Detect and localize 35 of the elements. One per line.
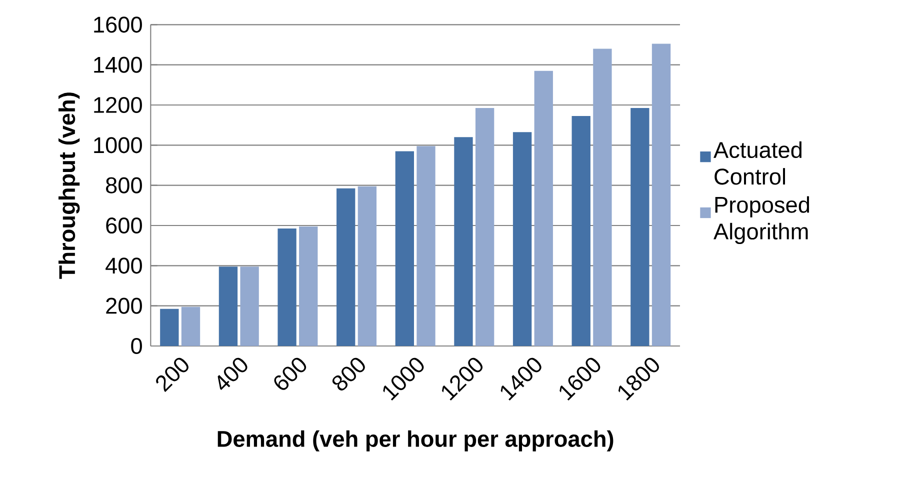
y-tick-label: 800 xyxy=(106,177,142,194)
y-axis-title: Throughput (veh) xyxy=(58,92,80,279)
bar xyxy=(454,137,473,346)
bar xyxy=(278,228,296,346)
y-tick-label: 1200 xyxy=(94,96,142,114)
x-tick-label: 200 xyxy=(156,358,188,392)
bar xyxy=(652,44,671,346)
bar xyxy=(475,108,494,346)
legend-label: Actuated Control xyxy=(714,141,802,185)
bar xyxy=(336,188,356,346)
bar xyxy=(299,226,318,346)
x-tick-label: 600 xyxy=(274,358,306,390)
x-axis-title: Demand (veh per hour per approach) xyxy=(218,430,614,452)
bar xyxy=(181,306,200,346)
bar xyxy=(395,151,414,346)
bar xyxy=(534,70,553,346)
bar xyxy=(160,308,179,346)
y-tick-label: 200 xyxy=(106,298,142,314)
y-tick-label: 1000 xyxy=(94,137,142,154)
bar xyxy=(593,48,612,346)
x-tick-label: 400 xyxy=(218,358,248,390)
bar xyxy=(218,266,238,346)
bar xyxy=(416,146,436,346)
y-tick-label: 1600 xyxy=(94,16,142,33)
bar xyxy=(630,108,650,346)
y-tick-label: 600 xyxy=(106,217,142,234)
y-tick-label: 400 xyxy=(106,258,142,274)
bar xyxy=(240,266,259,346)
bar xyxy=(358,186,377,346)
x-tick-label: 800 xyxy=(332,358,365,391)
bar xyxy=(512,132,532,346)
y-tick-label: 0 xyxy=(131,338,142,354)
bar xyxy=(572,116,590,346)
legend-label: Proposed Algorithm xyxy=(714,196,810,244)
y-tick-label: 1400 xyxy=(94,56,142,73)
